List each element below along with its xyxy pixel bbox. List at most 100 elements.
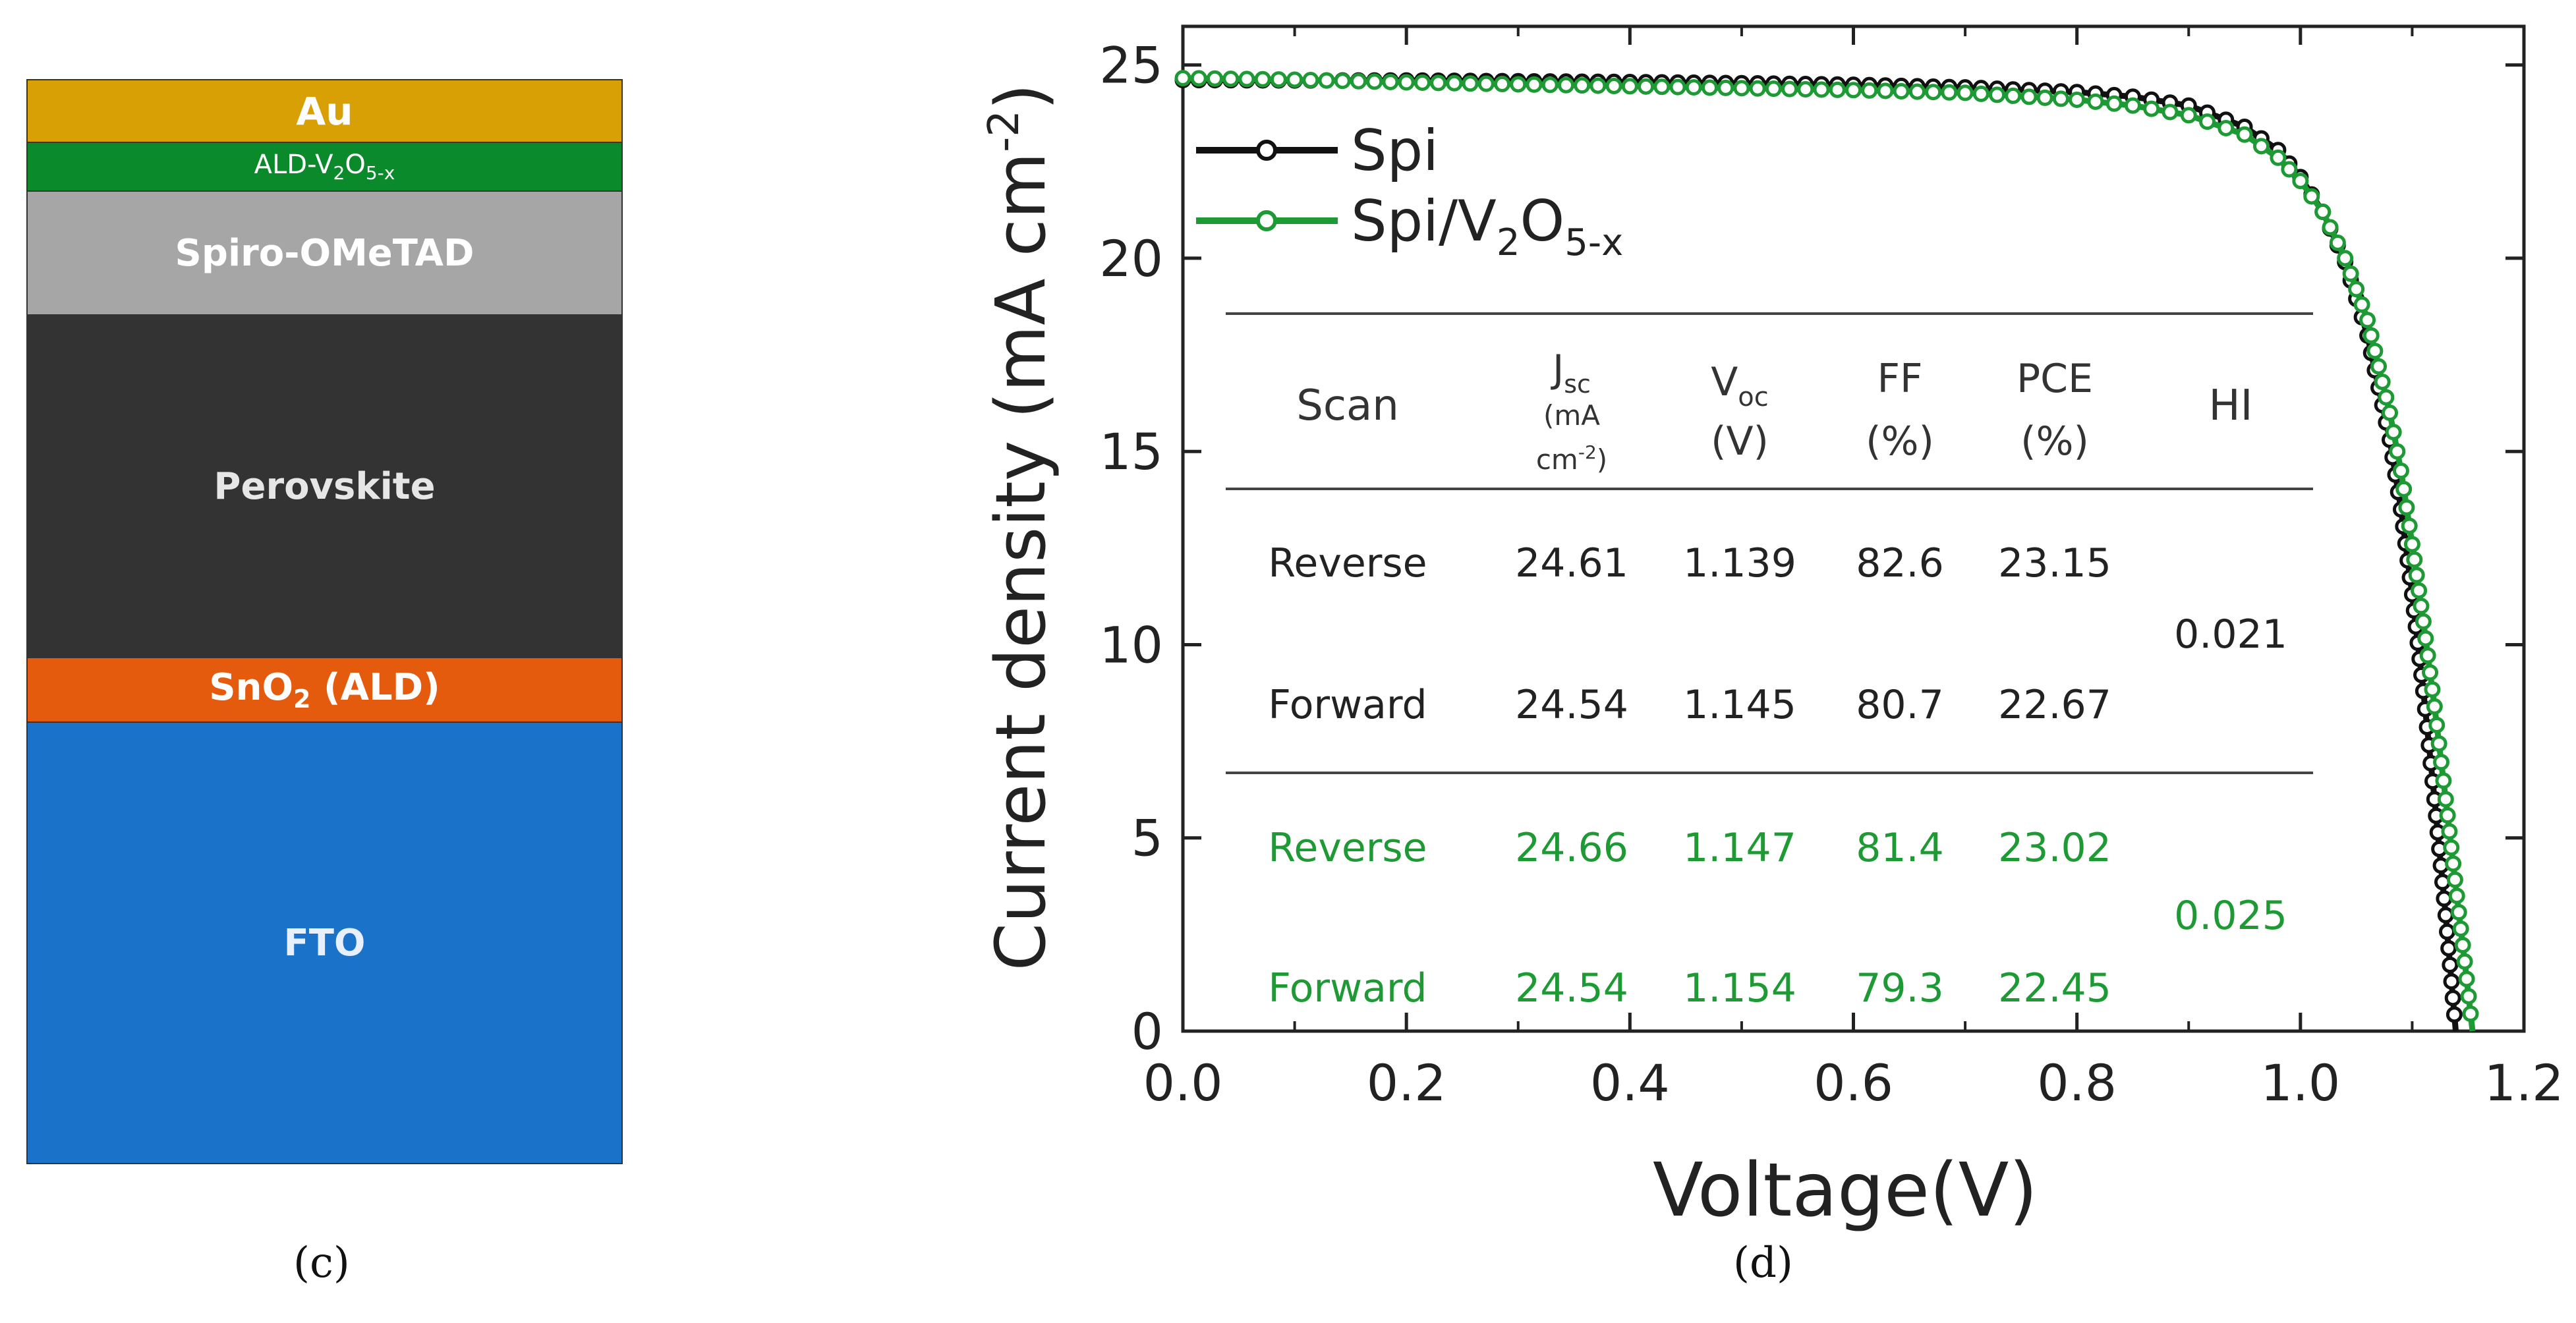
series-point-1 xyxy=(2441,823,2458,840)
series-point-1 xyxy=(2366,343,2384,360)
series-point-1 xyxy=(1605,77,1622,94)
series-point-0 xyxy=(2444,990,2461,1007)
layer-au: Au xyxy=(26,79,623,143)
series-point-1 xyxy=(1733,80,1750,97)
series-point-1 xyxy=(2270,149,2287,166)
series-point-1 xyxy=(1446,74,1463,92)
series-point-1 xyxy=(1669,78,1686,96)
cell-ff: 79.3 xyxy=(1856,965,1944,1011)
series-point-1 xyxy=(1829,81,1846,98)
series-point-1 xyxy=(1701,79,1718,96)
svg-text:FF: FF xyxy=(1877,356,1922,402)
layer-perovskite-label: Perovskite xyxy=(214,464,436,508)
cell-ff: 81.4 xyxy=(1856,825,1944,871)
cell-pce: 23.15 xyxy=(1998,540,2111,586)
y-tick-label: 20 xyxy=(1099,229,1163,288)
series-point-1 xyxy=(2417,630,2434,647)
series-point-1 xyxy=(2385,424,2402,441)
y-tick-label: 10 xyxy=(1099,615,1163,674)
series-point-1 xyxy=(2348,281,2365,298)
series-point-1 xyxy=(2236,126,2253,143)
cell-scan: Forward xyxy=(1268,965,1427,1011)
series-point-1 xyxy=(2052,90,2069,107)
svg-text:(mA: (mA xyxy=(1543,399,1600,432)
series-point-1 xyxy=(1350,72,1367,90)
series-point-1 xyxy=(1238,70,1255,88)
series-point-1 xyxy=(2322,219,2339,236)
series-point-1 xyxy=(2406,551,2423,568)
series-point-1 xyxy=(1526,76,1543,93)
cell-voc: 1.145 xyxy=(1683,682,1796,728)
series-point-1 xyxy=(1717,79,1734,96)
header-hi: HI xyxy=(2209,381,2253,430)
series-point-0 xyxy=(2443,973,2460,990)
series-point-1 xyxy=(1957,84,1974,101)
series-point-0 xyxy=(2436,890,2453,907)
series-point-1 xyxy=(1286,71,1303,88)
cell-jsc: 24.61 xyxy=(1515,540,1628,586)
series-point-1 xyxy=(2389,443,2406,460)
legend-item-spi: Spi xyxy=(1196,118,1439,184)
series-point-1 xyxy=(2124,97,2141,114)
series-point-1 xyxy=(1254,70,1271,88)
series-point-1 xyxy=(1685,79,1702,96)
series-point-1 xyxy=(1653,78,1671,96)
y-axis-label: Current density (mA cm-2) xyxy=(980,83,1061,971)
data-curves xyxy=(1174,70,2479,1032)
svg-text:(%): (%) xyxy=(1866,418,1934,464)
y-tick-label: 25 xyxy=(1099,36,1163,95)
series-point-1 xyxy=(2392,463,2409,480)
series-point-1 xyxy=(1510,76,1527,93)
series-point-1 xyxy=(2435,772,2452,789)
series-point-1 xyxy=(1813,81,1830,98)
x-tick-label: 0.8 xyxy=(2037,1054,2117,1112)
layer-sno2-label: SnO2 (ALD) xyxy=(209,665,440,714)
cell-voc: 1.154 xyxy=(1683,965,1796,1011)
layer-fto-label: FTO xyxy=(283,921,366,965)
series-point-1 xyxy=(1941,84,1958,101)
header-voc: Voc (V) xyxy=(1711,359,1769,464)
cell-hi: 0.025 xyxy=(2174,893,2287,939)
cell-pce: 23.02 xyxy=(1998,825,2111,871)
series-point-1 xyxy=(2450,904,2467,921)
series-point-1 xyxy=(2395,480,2413,497)
x-axis-label: Voltage(V) xyxy=(1653,1148,2038,1233)
series-point-1 xyxy=(2161,103,2179,121)
header-ff: FF (%) xyxy=(1866,356,1934,464)
table-group-spi-v2o5: Reverse 24.66 1.147 81.4 23.02 Forward 2… xyxy=(1268,825,2287,1011)
series-point-1 xyxy=(2454,936,2471,953)
series-point-1 xyxy=(1557,76,1574,94)
svg-text:Jsc: Jsc xyxy=(1551,347,1591,399)
series-point-1 xyxy=(2439,807,2456,824)
series-point-1 xyxy=(2143,100,2160,117)
series-point-1 xyxy=(2398,499,2415,516)
series-point-1 xyxy=(2087,93,2104,110)
legend-label-spi: Spi xyxy=(1351,118,1439,184)
header-pce: PCE (%) xyxy=(2017,356,2093,464)
x-tick-label: 0.6 xyxy=(1814,1054,1893,1112)
series-point-1 xyxy=(1989,86,2006,103)
series-point-1 xyxy=(2452,920,2469,938)
svg-text:(%): (%) xyxy=(2020,418,2089,464)
cell-scan: Reverse xyxy=(1268,540,1427,586)
series-point-1 xyxy=(2199,113,2216,130)
series-point-1 xyxy=(2020,88,2038,105)
series-point-1 xyxy=(2443,839,2460,856)
series-point-1 xyxy=(1638,78,1655,95)
series-point-1 xyxy=(2378,389,2395,406)
header-scan: Scan xyxy=(1296,381,1399,430)
cell-jsc: 24.54 xyxy=(1515,682,1628,728)
series-point-1 xyxy=(2422,664,2439,681)
series-point-1 xyxy=(2446,871,2463,888)
series-point-1 xyxy=(2314,204,2332,221)
series-point-0 xyxy=(2437,907,2454,924)
series-point-1 xyxy=(2337,250,2354,267)
series-point-0 xyxy=(2438,923,2455,940)
series-point-1 xyxy=(2411,582,2428,599)
series-point-1 xyxy=(1621,78,1638,95)
series-point-1 xyxy=(1270,71,1287,88)
caption-c: (c) xyxy=(293,1239,350,1287)
layer-perovskite: Perovskite xyxy=(26,314,623,658)
series-point-1 xyxy=(2401,517,2418,534)
svg-text:cm-2): cm-2) xyxy=(1536,441,1607,476)
